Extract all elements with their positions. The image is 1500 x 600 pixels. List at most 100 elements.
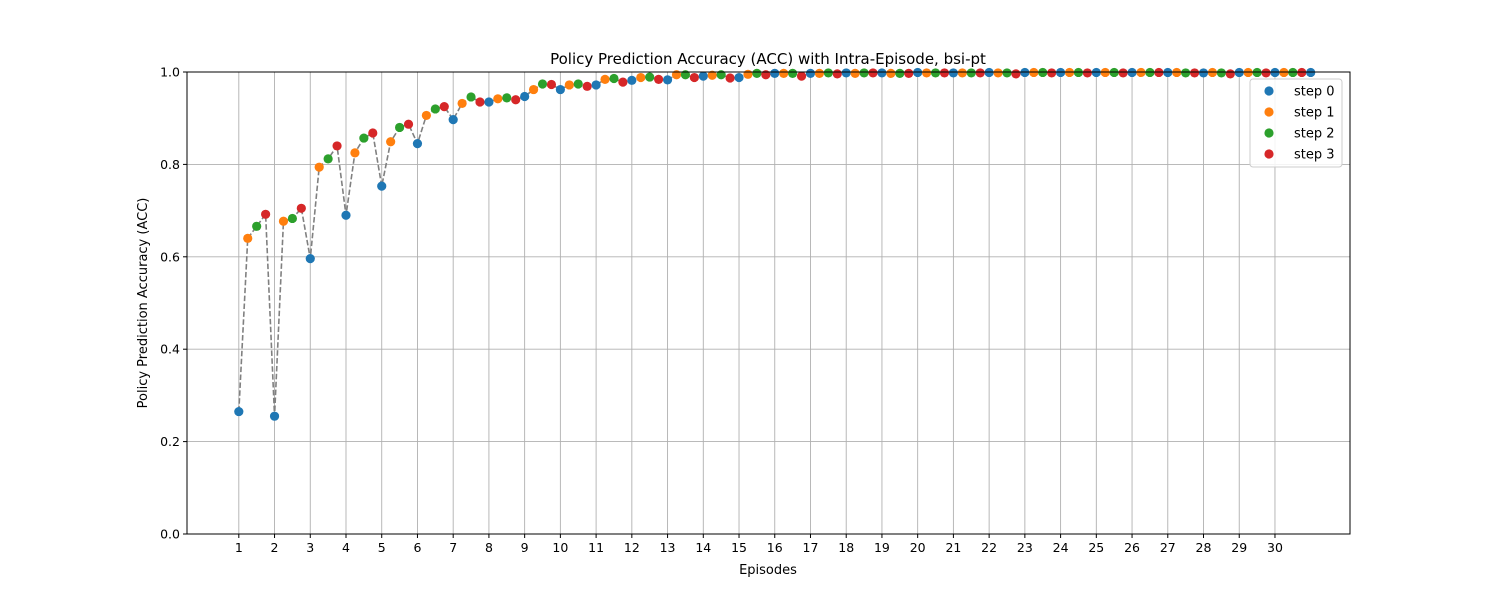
data-point-step-1 xyxy=(350,148,360,158)
x-tick-label: 22 xyxy=(981,540,997,555)
legend-marker xyxy=(1264,149,1274,159)
data-point-step-3 xyxy=(511,95,521,105)
data-point-step-2 xyxy=(645,72,655,82)
x-tick-label: 24 xyxy=(1053,540,1069,555)
y-axis-label: Policy Prediction Accuracy (ACC) xyxy=(136,198,151,409)
data-point-step-3 xyxy=(796,71,807,81)
data-point-step-0 xyxy=(591,80,601,90)
data-point-step-2 xyxy=(430,104,440,114)
data-point-step-3 xyxy=(1189,68,1200,78)
x-tick-label: 26 xyxy=(1124,540,1140,555)
x-tick-label: 18 xyxy=(838,540,854,555)
data-point-step-3 xyxy=(296,203,306,213)
data-point-step-3 xyxy=(1082,68,1092,78)
data-point-step-0 xyxy=(305,254,315,264)
data-point-step-2 xyxy=(788,68,798,78)
x-tick-label: 23 xyxy=(1017,540,1033,555)
x-axis-label: Episodes xyxy=(739,563,797,578)
data-point-step-3 xyxy=(1118,68,1128,78)
x-tick-label: 29 xyxy=(1231,540,1247,555)
data-point-step-3 xyxy=(475,97,485,107)
data-point-step-2 xyxy=(752,68,762,78)
x-tick-label: 2 xyxy=(271,540,279,555)
data-point-step-0 xyxy=(484,97,494,107)
data-point-step-3 xyxy=(904,68,914,78)
data-point-step-0 xyxy=(448,114,458,125)
data-point-step-2 xyxy=(502,93,512,103)
x-tick-label: 1 xyxy=(235,540,243,555)
legend-label: step 0 xyxy=(1294,85,1335,100)
data-point-step-1 xyxy=(957,68,967,78)
legend-label: step 1 xyxy=(1294,106,1335,121)
x-tick-label: 16 xyxy=(767,540,783,555)
data-point-step-1 xyxy=(457,98,467,109)
data-point-step-0 xyxy=(412,139,423,149)
x-tick-label: 19 xyxy=(874,540,890,555)
data-point-step-1 xyxy=(743,69,753,79)
data-point-step-1 xyxy=(814,68,825,78)
chart-title: Policy Prediction Accuracy (ACC) with In… xyxy=(550,50,986,68)
data-point-step-0 xyxy=(770,68,780,78)
data-point-step-2 xyxy=(1216,68,1226,78)
x-tick-label: 3 xyxy=(306,540,314,555)
y-axis-ticks: 0.0 0.2 0.4 0.6 0.8 1.0 xyxy=(160,65,187,542)
data-point-step-0 xyxy=(627,75,637,85)
y-tick-label: 1.0 xyxy=(160,65,180,80)
data-point-step-0 xyxy=(341,210,351,220)
data-point-step-2 xyxy=(323,154,333,164)
data-point-step-0 xyxy=(234,406,244,417)
data-point-step-0 xyxy=(841,68,851,78)
x-tick-label: 11 xyxy=(588,540,604,555)
x-tick-label: 12 xyxy=(624,540,640,555)
x-tick-label: 7 xyxy=(449,540,457,555)
data-point-step-1 xyxy=(707,70,717,80)
data-point-step-0 xyxy=(877,68,887,78)
plot-frame xyxy=(186,71,1351,535)
x-tick-label: 8 xyxy=(485,540,493,555)
data-point-step-1 xyxy=(850,68,860,78)
data-point-step-1 xyxy=(636,72,646,83)
data-point-step-0 xyxy=(520,91,530,102)
data-point-step-2 xyxy=(573,79,583,89)
data-point-step-1 xyxy=(386,137,396,147)
x-tick-label: 20 xyxy=(910,540,926,555)
data-point-step-2 xyxy=(537,79,548,89)
x-tick-label: 21 xyxy=(945,540,961,555)
data-point-step-3 xyxy=(725,73,735,83)
data-point-step-3 xyxy=(403,119,414,129)
y-tick-label: 0.4 xyxy=(160,342,180,357)
data-point-step-1 xyxy=(600,74,610,84)
y-tick-label: 0.8 xyxy=(160,157,180,172)
data-point-step-3 xyxy=(368,128,378,138)
data-point-step-0 xyxy=(269,411,280,421)
x-tick-label: 4 xyxy=(342,540,350,555)
data-point-step-3 xyxy=(1261,68,1271,78)
data-point-step-3 xyxy=(868,68,878,78)
data-point-step-2 xyxy=(823,68,833,78)
data-point-step-2 xyxy=(359,133,369,143)
data-point-step-3 xyxy=(832,69,842,79)
data-point-step-3 xyxy=(546,79,557,90)
data-point-step-3 xyxy=(975,68,985,78)
data-point-step-2 xyxy=(1181,68,1191,78)
data-point-step-0 xyxy=(698,71,708,81)
x-tick-label: 28 xyxy=(1196,540,1212,555)
x-tick-label: 9 xyxy=(521,540,529,555)
data-point-step-2 xyxy=(1002,68,1012,78)
data-point-step-2 xyxy=(609,73,619,84)
x-tick-label: 17 xyxy=(803,540,819,555)
data-point-step-3 xyxy=(332,141,342,151)
legend: step 0 step 1 step 2 step 3 xyxy=(1249,78,1343,168)
data-point-step-1 xyxy=(243,233,253,243)
x-tick-label: 25 xyxy=(1088,540,1104,555)
data-point-step-3 xyxy=(939,68,950,78)
data-point-step-0 xyxy=(555,84,565,95)
data-point-step-0 xyxy=(805,68,816,78)
data-point-step-1 xyxy=(779,68,789,78)
data-point-step-3 xyxy=(1011,69,1021,79)
data-point-step-3 xyxy=(1047,68,1057,78)
x-tick-label: 15 xyxy=(731,540,747,555)
data-point-step-1 xyxy=(993,68,1003,78)
data-point-step-0 xyxy=(377,181,387,191)
